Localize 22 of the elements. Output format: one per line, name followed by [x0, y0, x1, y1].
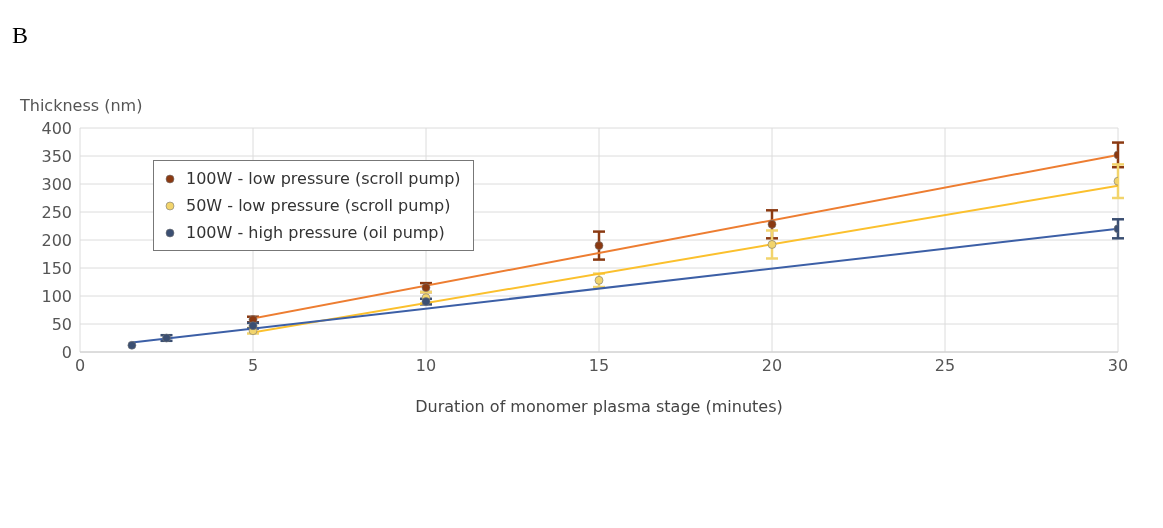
y-axis-title: Thickness (nm) [20, 96, 143, 115]
x-tick-label: 25 [934, 356, 956, 376]
x-tick-label: 0 [74, 356, 86, 376]
legend-label: 100W - high pressure (oil pump) [186, 222, 445, 244]
y-tick-label: 0 [61, 342, 72, 362]
x-tick-label: 5 [247, 356, 259, 376]
y-tick-label: 100 [41, 286, 72, 306]
legend-label: 100W - low pressure (scroll pump) [186, 168, 461, 190]
x-axis-title: Duration of monomer plasma stage (minutes) [415, 397, 783, 416]
y-tick-label: 350 [41, 146, 72, 166]
y-tick-label: 200 [41, 230, 72, 250]
y-tick-label: 300 [41, 174, 72, 194]
y-tick-label: 250 [41, 202, 72, 222]
x-tick-label: 10 [415, 356, 437, 376]
x-tick-label: 15 [588, 356, 610, 376]
y-tick-label: 150 [41, 258, 72, 278]
y-tick-label: 400 [41, 118, 72, 138]
y-tick-label: 50 [51, 314, 72, 334]
text: B [12, 22, 29, 49]
x-tick-label: 30 [1107, 356, 1129, 376]
legend-label: 50W - low pressure (scroll pump) [186, 195, 451, 217]
x-tick-label: 20 [761, 356, 783, 376]
